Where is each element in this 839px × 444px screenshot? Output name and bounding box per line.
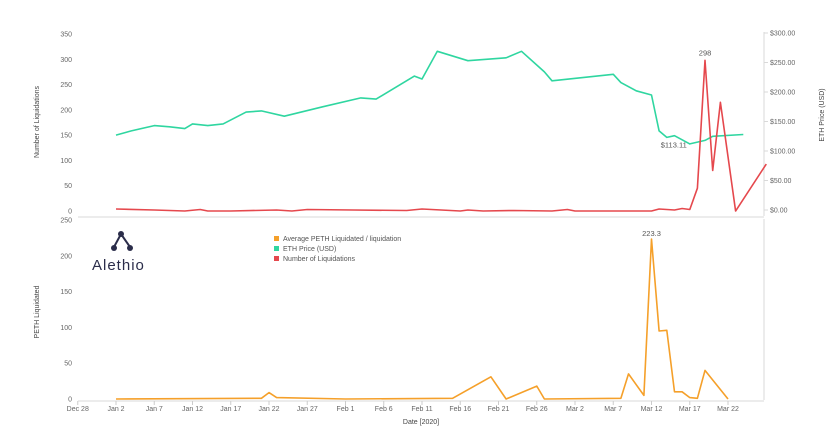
legend-label-liquidations: Number of Liquidations: [283, 256, 355, 263]
bottom-left-tick-label: 150: [60, 289, 72, 296]
bottom-left-tick-label: 0: [68, 397, 72, 404]
x-tick-label: Dec 28: [67, 406, 89, 413]
x-tick-label: Jan 17: [220, 406, 241, 413]
legend-label-eth: ETH Price (USD): [283, 246, 336, 253]
top-left-axis-title: Number of Liquidations: [34, 86, 41, 158]
bottom-left-tick-label: 50: [64, 361, 72, 368]
top-right-tick-label: $150.00: [770, 119, 795, 126]
top-left-tick-label: 50: [64, 183, 72, 190]
liquidations-line: [115, 59, 767, 212]
top-left-tick-label: 300: [60, 57, 72, 64]
peth-peak-label: 223.3: [642, 229, 661, 238]
bottom-left-tick-label: 100: [60, 325, 72, 332]
eth-price-low-label: $113.11: [661, 140, 687, 149]
bottom-left-tick-label: 250: [60, 218, 72, 225]
legend-swatch-peth: [274, 236, 279, 241]
alethio-logo-wordmark: Alethio: [92, 257, 145, 274]
top-left-tick-label: 350: [60, 32, 72, 39]
x-tick-label: Feb 16: [449, 406, 471, 413]
alethio-logo: Alethio: [92, 231, 145, 274]
x-tick-label: Mar 2: [566, 406, 584, 413]
x-tick-label: Feb 11: [411, 406, 432, 413]
top-left-axis-ticks: 350 300 250 200 150 100 50 0: [60, 32, 72, 216]
x-tick-label: Mar 7: [604, 406, 622, 413]
bottom-left-axis-title: PETH Liquidated: [34, 285, 41, 338]
x-tick-label: Mar 12: [641, 406, 663, 413]
legend-swatch-eth: [274, 246, 279, 251]
legend-swatch-liquidations: [274, 256, 279, 261]
top-right-tick-label: $100.00: [770, 149, 795, 156]
top-right-tick-label: $200.00: [770, 90, 795, 97]
x-tick-label: Feb 1: [337, 406, 355, 413]
eth-price-line: [115, 50, 744, 145]
x-tick-label: Feb 6: [375, 406, 393, 413]
top-left-tick-label: 250: [60, 82, 72, 89]
legend-label-peth: Average PETH Liquidated / liquidation: [283, 236, 401, 243]
x-axis-ticks: Dec 28 Jan 2 Jan 7 Jan 12 Jan 17 Jan 22 Jan 27…: [67, 401, 739, 413]
peth-liquidated-line: [115, 238, 729, 400]
top-right-tick-label: $0.00: [770, 208, 788, 215]
top-right-axis-ticks: $300.00 $250.00 $200.00 $150.00 $100.00 $50.0…: [764, 31, 795, 215]
x-tick-label: Feb 26: [526, 406, 548, 413]
x-tick-label: Mar 22: [717, 406, 739, 413]
bottom-left-axis-ticks: 250 200 150 100 50 0: [60, 218, 72, 404]
alethio-logo-mark-icon: [111, 231, 133, 251]
bottom-panel-series: [115, 238, 729, 400]
top-left-tick-label: 150: [60, 133, 72, 140]
top-left-tick-label: 0: [68, 209, 72, 216]
top-left-tick-label: 200: [60, 107, 72, 114]
x-tick-label: Jan 27: [297, 406, 318, 413]
x-tick-label: Jan 7: [146, 406, 163, 413]
top-right-tick-label: $250.00: [770, 60, 795, 67]
x-axis-title: Date [2020]: [403, 419, 439, 426]
top-right-tick-label: $50.00: [770, 178, 792, 185]
liquidations-peak-label: 298: [699, 48, 712, 57]
x-tick-label: Jan 22: [258, 406, 279, 413]
top-panel-series: [115, 50, 767, 212]
top-left-tick-label: 100: [60, 158, 72, 165]
x-tick-label: Feb 21: [488, 406, 510, 413]
legend: Average PETH Liquidated / liquidation ET…: [274, 236, 401, 263]
x-tick-label: Mar 17: [679, 406, 701, 413]
top-right-tick-label: $300.00: [770, 31, 795, 38]
bottom-left-tick-label: 200: [60, 253, 72, 260]
x-tick-label: Jan 2: [107, 406, 124, 413]
top-right-axis-title: ETH Price (USD): [819, 88, 826, 141]
x-tick-label: Jan 12: [182, 406, 203, 413]
